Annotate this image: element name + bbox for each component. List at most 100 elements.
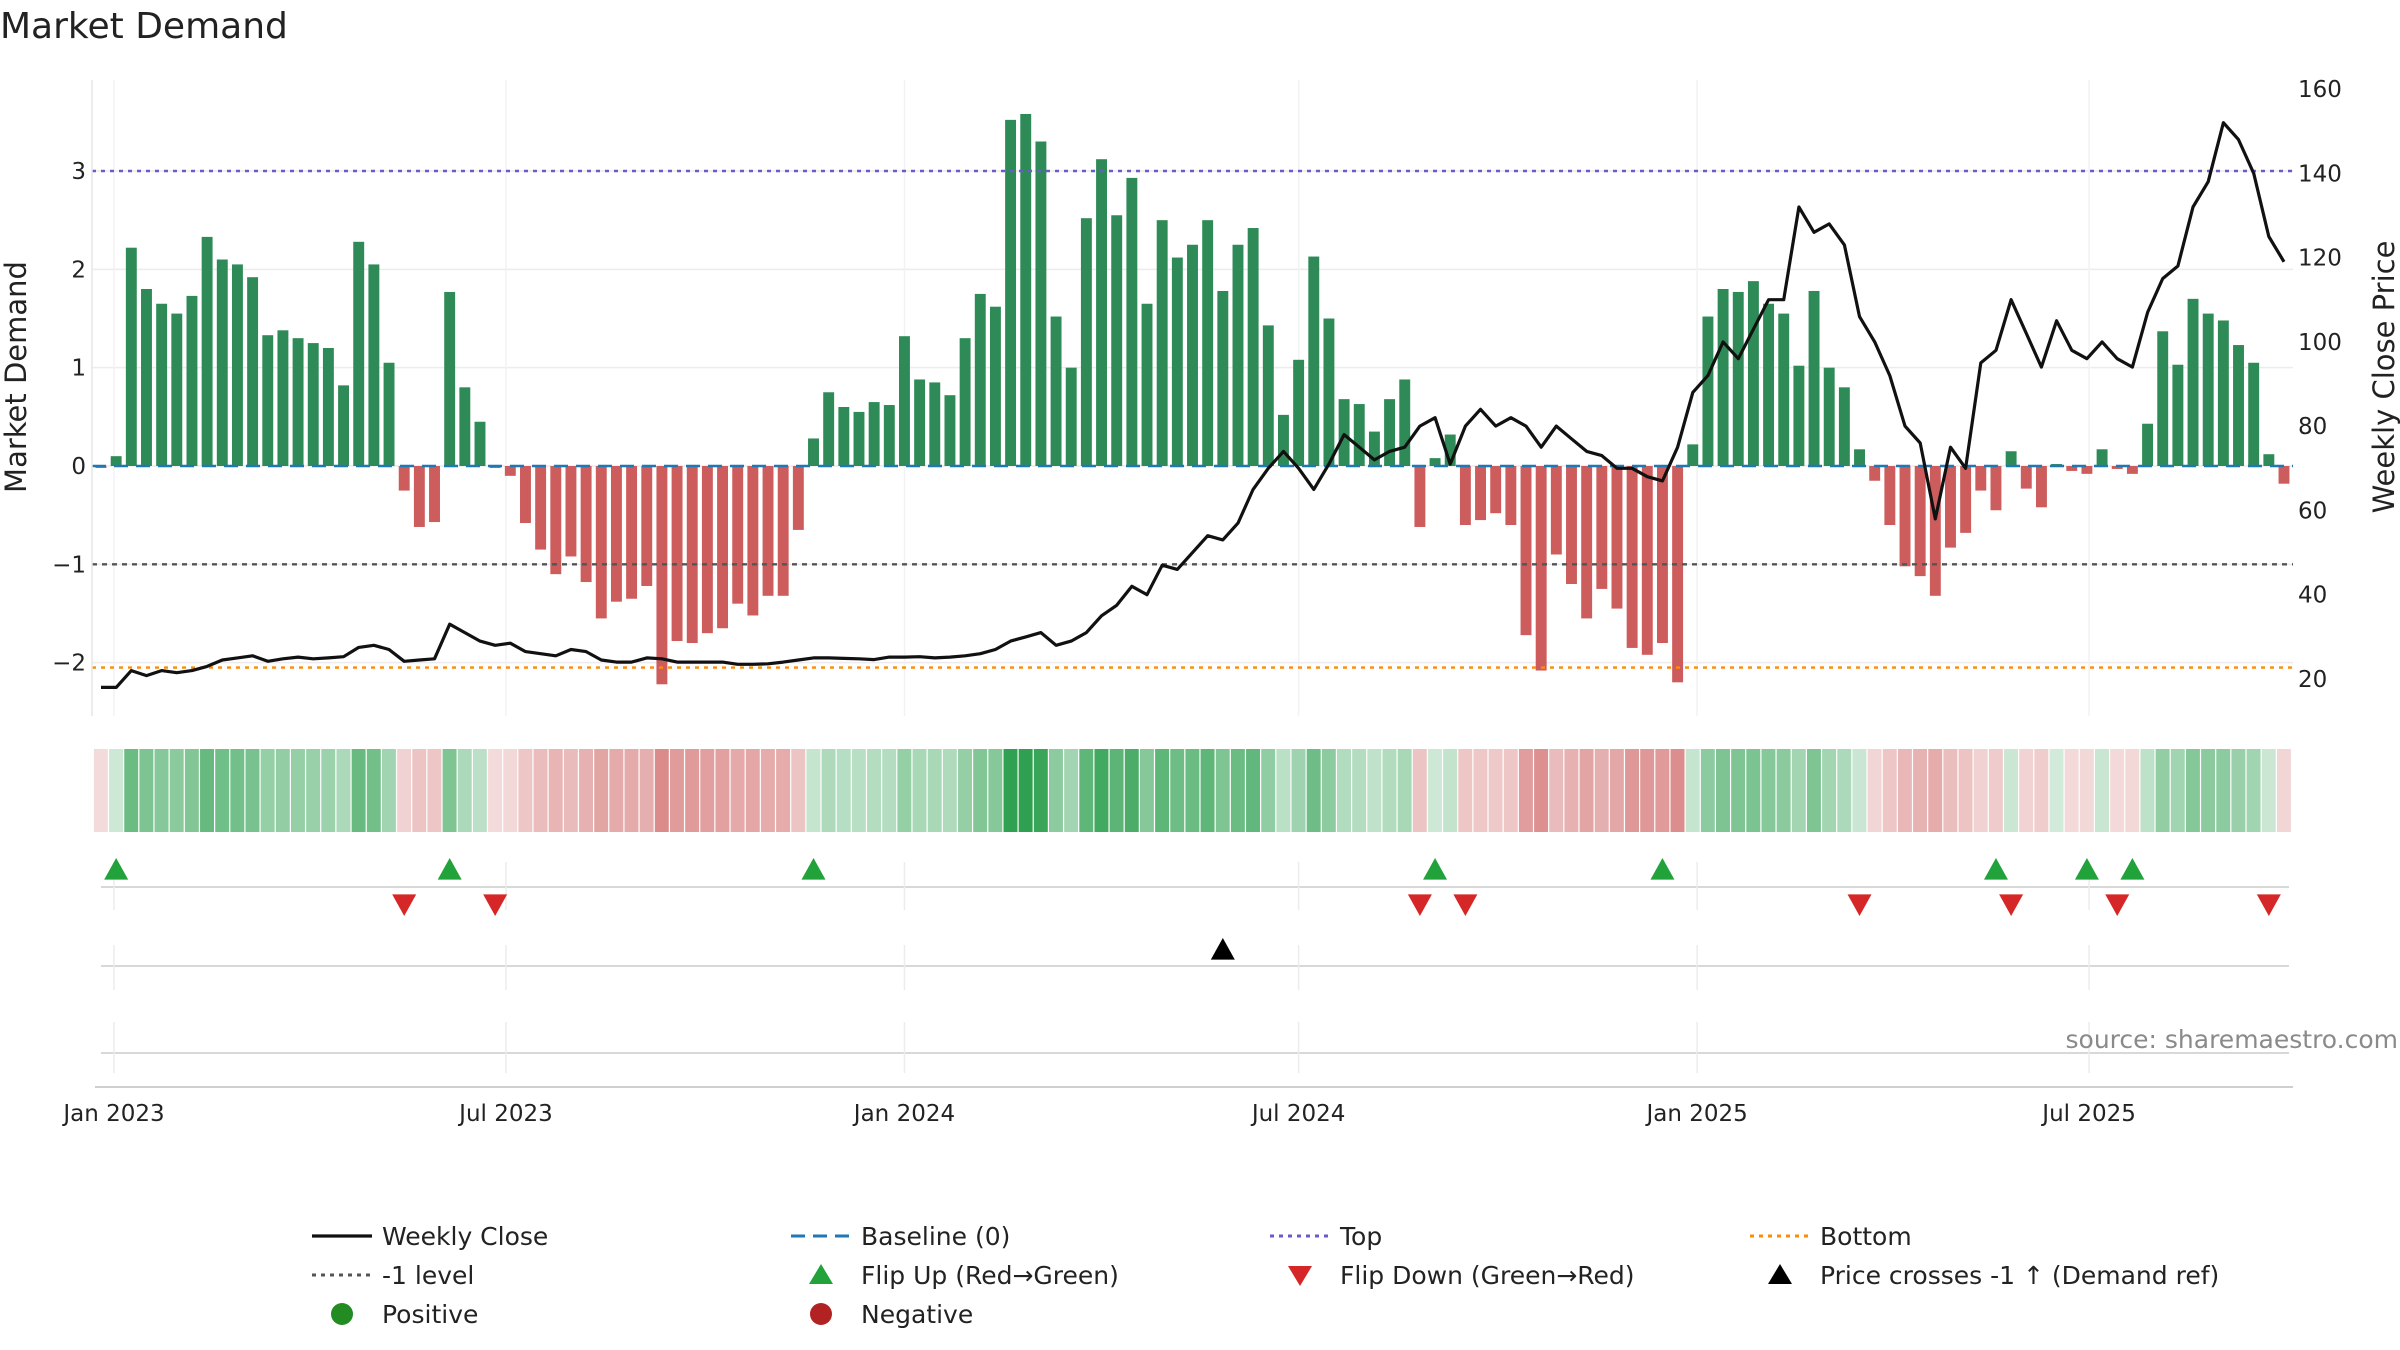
flip-up-marker [2120,858,2145,880]
heat-cell [973,749,988,832]
heat-cell [397,749,412,832]
heat-cell [366,749,381,832]
demand-bar-positive [1156,220,1168,466]
demand-bar-positive [231,264,243,466]
demand-bar-positive [474,421,486,466]
demand-bar-negative [429,466,440,523]
flip-down-marker [1407,894,1432,916]
demand-bar-positive [277,330,289,466]
heat-cell [275,749,290,832]
heat-cell [1534,749,1549,832]
heat-cell [654,749,669,832]
heat-cell [518,749,533,832]
flip-down-marker [483,894,508,916]
heat-cell [1048,749,1063,832]
heat-cell [1427,749,1442,832]
demand-bar-negative [1581,466,1593,619]
legend-label: Negative [861,1300,973,1329]
legend-item: Baseline (0) [791,1222,1010,1251]
heat-cell [1124,749,1139,832]
demand-bar-positive [1202,220,1214,466]
heat-cell [2064,749,2079,832]
demand-bar-positive [959,338,971,466]
heat-cell [1185,749,1200,832]
heat-cell [2216,749,2231,832]
heat-cell [1579,749,1594,832]
demand-bar-positive [899,336,910,466]
demand-bar-negative [398,466,410,491]
demand-bar-negative [1672,466,1684,683]
heat-cell [1382,749,1397,832]
heat-cell [93,749,108,832]
heat-cell [2095,749,2109,832]
legend-item: Positive [331,1300,478,1329]
demand-bar-negative [1490,466,1502,514]
heat-cell [1564,749,1579,832]
heat-cell [700,749,715,832]
demand-bar-positive [459,387,471,466]
x-tick-label: Jan 2024 [852,1101,955,1127]
heat-cell [1352,749,1367,832]
heat-cell [321,749,336,832]
heat-cell [1503,749,1518,832]
flip-up-marker [104,858,129,880]
demand-bar-negative [792,466,804,530]
heat-cell [851,749,866,832]
signal-markers [104,858,2281,960]
heat-cell [1215,749,1230,832]
demand-bar-negative [520,466,531,524]
heat-cell [184,749,199,832]
demand-bar-negative [671,466,683,642]
demand-bar-positive [110,456,122,466]
heat-cell [867,749,882,832]
demand-bar-negative [626,466,638,599]
legend-label: Flip Up (Red→Green) [861,1261,1119,1290]
demand-bar-negative [1566,466,1577,584]
legend-swatch-dot [810,1303,832,1325]
heat-cell [306,749,321,832]
demand-bar-positive [262,335,274,466]
heat-cell [1685,749,1700,832]
y-right-tick-label: 120 [2298,246,2342,272]
demand-bar-negative [641,466,653,586]
heat-cell [260,749,275,832]
heat-cell [760,749,775,832]
demand-bar-positive [1080,218,1092,466]
demand-bar-positive [974,293,986,466]
heat-cell [1806,749,1821,832]
heat-cell [1776,749,1791,832]
demand-bar-positive [1732,291,1744,466]
demand-bar-negative [1611,466,1623,609]
heat-cell [1458,749,1473,832]
y-right-tick-label: 40 [2298,583,2327,609]
demand-bar-positive [1823,367,1835,466]
flip-down-marker [1999,894,2024,916]
demand-bar-positive [1747,281,1759,466]
demand-bar-positive [1429,458,1441,466]
flip-down-marker [1453,894,1478,916]
demand-bar-negative [1626,466,1638,648]
demand-bar-negative [1929,466,1941,596]
flip-down-marker [392,894,417,916]
heat-cell [594,749,609,832]
demand-bar-positive [1778,313,1790,466]
demand-bar-positive [307,343,319,466]
x-tick-label: Jan 2023 [61,1101,164,1127]
demand-bar-negative [1990,466,2002,511]
heat-cell [1655,749,1670,832]
legend-label: Positive [382,1300,478,1329]
x-tick-label: Jan 2025 [1644,1101,1747,1127]
heat-cell [2110,749,2125,832]
demand-bar-positive [1808,290,1820,466]
legend-label: Baseline (0) [861,1222,1010,1251]
x-tick-label: Jul 2023 [457,1101,553,1127]
demand-bar-negative [1641,466,1653,655]
demand-bar-negative [1520,466,1532,636]
demand-bar-positive [186,295,198,466]
source-credit: source: sharemaestro.com [2066,1025,2399,1054]
heat-cell [1200,749,1215,832]
demand-bar-negative [1596,466,1608,589]
heat-cell [1549,749,1564,832]
heat-cell [669,749,684,832]
heat-cell [2185,749,2200,832]
